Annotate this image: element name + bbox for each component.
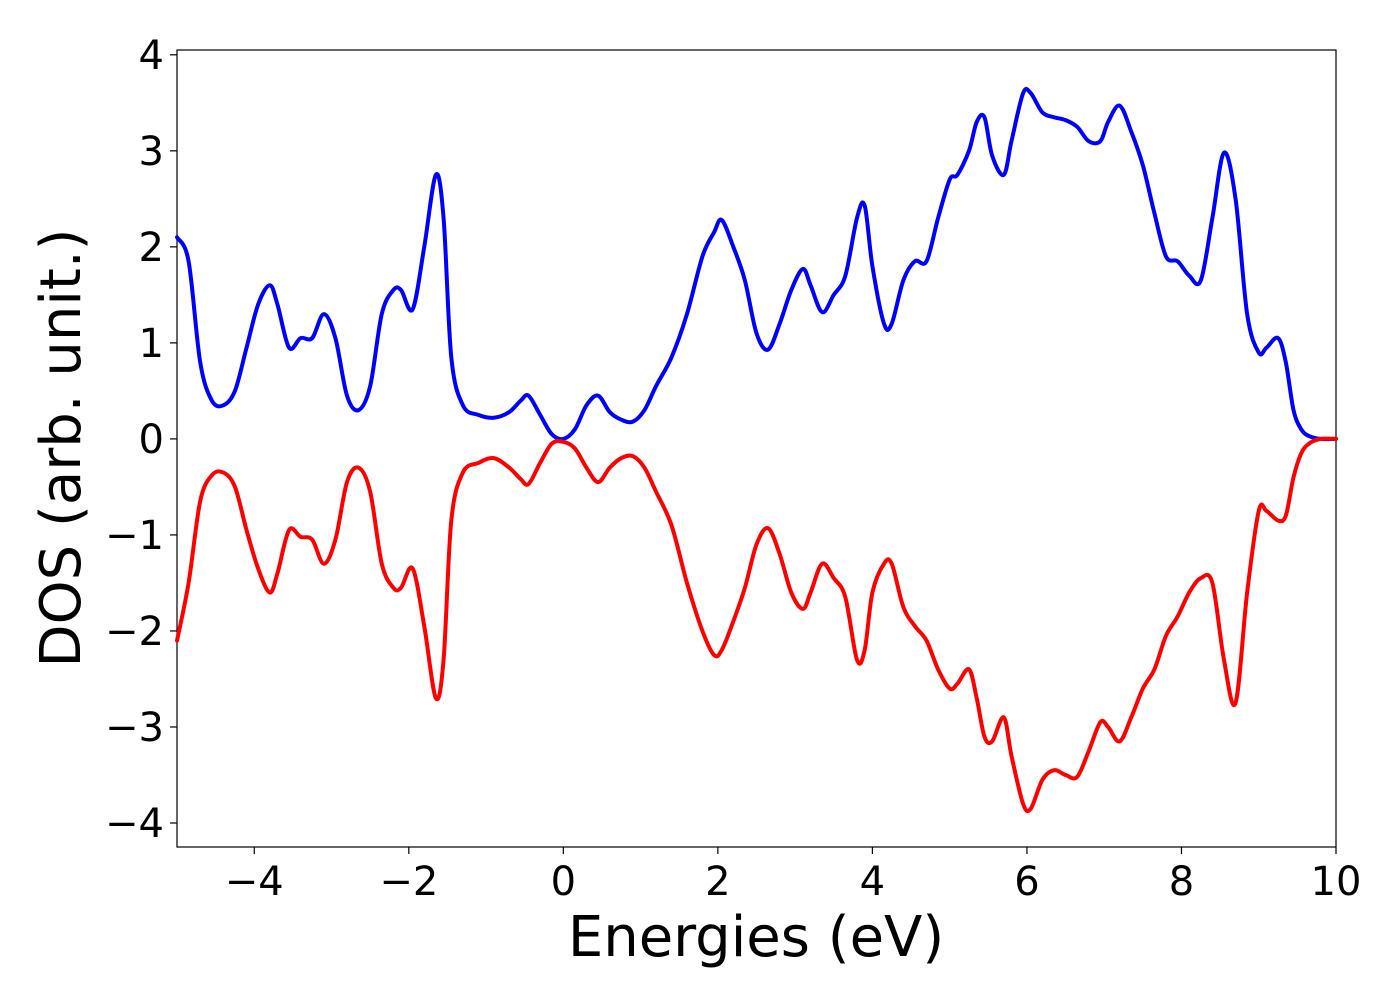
x-tick-label: 4 xyxy=(860,859,885,905)
x-tick-label: 6 xyxy=(1014,859,1039,905)
y-tick-label: −1 xyxy=(105,513,164,559)
y-axis-label: DOS (arb. unit.) xyxy=(29,228,94,667)
y-tick-label: 0 xyxy=(139,417,164,463)
y-tick-label: 2 xyxy=(139,225,164,271)
series-layer xyxy=(175,86,1338,814)
y-tick-label: −2 xyxy=(105,609,164,655)
series-line-1 xyxy=(175,86,1338,442)
y-tick-label: −4 xyxy=(105,801,164,847)
x-tick-label: 10 xyxy=(1311,859,1362,905)
y-tick-label: 1 xyxy=(139,321,164,367)
x-tick-label: −4 xyxy=(225,859,284,905)
x-tick-label: 8 xyxy=(1169,859,1194,905)
plot-frame xyxy=(176,49,1337,848)
y-axis-ticks: −4 −3 −2 −1 0 1 2 3 4 xyxy=(105,33,177,847)
x-axis-ticks: −4 −2 0 2 4 6 8 10 xyxy=(225,847,1362,905)
x-tick-label: 2 xyxy=(705,859,730,905)
x-axis-label: Energies (eV) xyxy=(568,905,944,970)
y-tick-label: 4 xyxy=(139,33,164,79)
x-tick-label: −2 xyxy=(379,859,438,905)
y-tick-label: −3 xyxy=(105,705,164,751)
y-tick-label: 3 xyxy=(139,129,164,175)
series-line-2 xyxy=(175,436,1338,814)
x-tick-label: 0 xyxy=(551,859,576,905)
